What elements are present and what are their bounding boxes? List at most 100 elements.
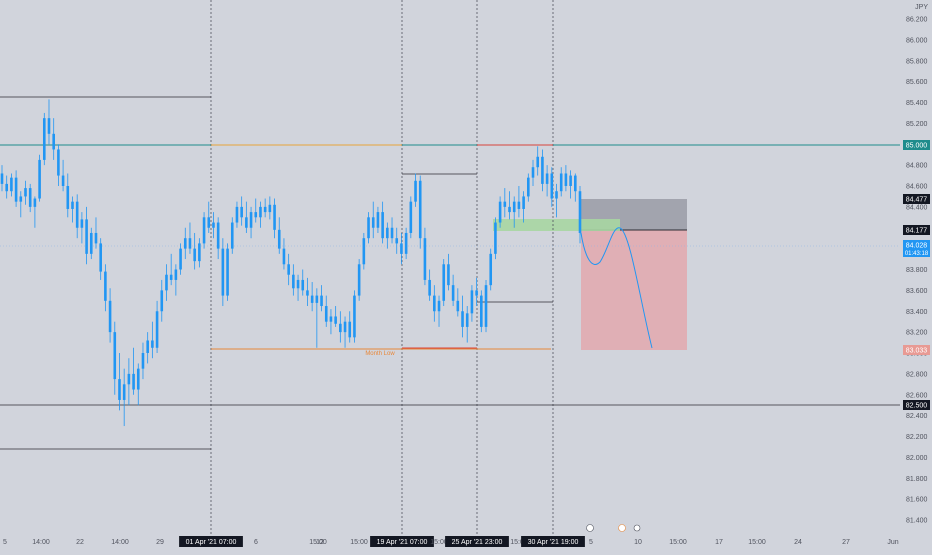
- candle-body[interactable]: [136, 368, 140, 390]
- candle-body[interactable]: [306, 290, 309, 296]
- candle-body[interactable]: [371, 217, 375, 228]
- candle-body[interactable]: [574, 175, 577, 192]
- candle-body[interactable]: [118, 379, 121, 400]
- candle-body[interactable]: [14, 177, 18, 202]
- candle-body[interactable]: [132, 373, 135, 390]
- candle-body[interactable]: [470, 290, 474, 314]
- candle-body[interactable]: [348, 321, 352, 338]
- demand-zone[interactable]: [493, 219, 620, 231]
- candle-body[interactable]: [254, 212, 258, 218]
- candle-body[interactable]: [423, 238, 427, 280]
- candle-body[interactable]: [183, 238, 187, 249]
- candle-body[interactable]: [47, 118, 51, 134]
- candle-body[interactable]: [334, 316, 337, 324]
- candle-body[interactable]: [301, 279, 305, 291]
- candle-body[interactable]: [57, 149, 60, 176]
- candle-body[interactable]: [456, 300, 460, 312]
- candle-body[interactable]: [268, 204, 272, 213]
- candle-body[interactable]: [259, 206, 262, 218]
- price-axis[interactable]: JPY 86.200 86.000 85.800 85.600 85.400 85.200…: [906, 4, 928, 525]
- candle-body[interactable]: [89, 232, 93, 254]
- candle-body[interactable]: [376, 212, 380, 228]
- candle-body[interactable]: [353, 295, 356, 338]
- candle-body[interactable]: [400, 243, 403, 254]
- candle-body[interactable]: [512, 201, 516, 213]
- candle-body[interactable]: [550, 173, 554, 199]
- candle-body[interactable]: [174, 269, 178, 280]
- candle-body[interactable]: [85, 219, 88, 254]
- candle-body[interactable]: [75, 201, 79, 228]
- candle-body[interactable]: [559, 173, 563, 192]
- candle-body[interactable]: [428, 279, 431, 296]
- candle-body[interactable]: [38, 159, 41, 199]
- candle-body[interactable]: [240, 206, 243, 218]
- candle-body[interactable]: [498, 201, 502, 223]
- candle-body[interactable]: [508, 206, 511, 213]
- candle-body[interactable]: [193, 248, 196, 262]
- candle-body[interactable]: [522, 196, 525, 209]
- candle-body[interactable]: [108, 300, 112, 333]
- candle-body[interactable]: [343, 321, 347, 333]
- candle-body[interactable]: [475, 290, 478, 296]
- candle-body[interactable]: [489, 253, 493, 286]
- candle-body[interactable]: [245, 217, 248, 228]
- candle-body[interactable]: [221, 248, 225, 296]
- candle-body[interactable]: [418, 180, 422, 239]
- candle-body[interactable]: [480, 295, 483, 327]
- candle-body[interactable]: [216, 222, 220, 249]
- candle-body[interactable]: [33, 198, 37, 207]
- candle-body[interactable]: [339, 323, 342, 333]
- candle-body[interactable]: [113, 332, 117, 380]
- candle-body[interactable]: [104, 271, 107, 301]
- candle-body[interactable]: [80, 219, 84, 228]
- candle-body[interactable]: [127, 373, 131, 385]
- candle-body[interactable]: [395, 238, 399, 244]
- candle-body[interactable]: [320, 295, 323, 307]
- candle-body[interactable]: [409, 201, 413, 233]
- candle-body[interactable]: [324, 306, 328, 322]
- candle-body[interactable]: [527, 177, 530, 197]
- target-zone[interactable]: [581, 230, 687, 350]
- candle-body[interactable]: [5, 183, 8, 192]
- candle-body[interactable]: [386, 227, 389, 239]
- candle-body[interactable]: [447, 264, 450, 286]
- candle-body[interactable]: [536, 156, 540, 168]
- candle-body[interactable]: [315, 295, 319, 303]
- candle-body[interactable]: [578, 191, 582, 233]
- candle-body[interactable]: [99, 243, 102, 272]
- candle-body[interactable]: [390, 227, 394, 239]
- event-icons[interactable]: [586, 524, 641, 532]
- candle-body[interactable]: [531, 167, 535, 178]
- candle-body[interactable]: [10, 177, 13, 192]
- candle-body[interactable]: [212, 222, 215, 228]
- candle-body[interactable]: [146, 340, 149, 353]
- candle-body[interactable]: [0, 173, 4, 184]
- candle-body[interactable]: [141, 353, 145, 369]
- candle-body[interactable]: [188, 238, 192, 249]
- candle-body[interactable]: [249, 212, 253, 228]
- candle-body[interactable]: [61, 175, 65, 186]
- candle-body[interactable]: [94, 232, 98, 244]
- candle-body[interactable]: [207, 217, 211, 228]
- candle-body[interactable]: [165, 274, 168, 291]
- candle-body[interactable]: [461, 311, 464, 327]
- candle-body[interactable]: [517, 201, 521, 209]
- candle-body[interactable]: [414, 180, 417, 202]
- candle-body[interactable]: [263, 206, 267, 213]
- candle-body[interactable]: [179, 248, 182, 270]
- candle-body[interactable]: [437, 300, 441, 312]
- candle-body[interactable]: [381, 212, 384, 239]
- candle-series[interactable]: [0, 99, 582, 427]
- candle-body[interactable]: [202, 217, 206, 244]
- candle-body[interactable]: [296, 279, 300, 289]
- candle-body[interactable]: [465, 313, 469, 327]
- candle-body[interactable]: [433, 295, 436, 312]
- candle-body[interactable]: [329, 316, 333, 322]
- candle-body[interactable]: [42, 118, 46, 160]
- candle-body[interactable]: [569, 175, 572, 186]
- candle-body[interactable]: [442, 264, 446, 301]
- candle-body[interactable]: [277, 229, 281, 249]
- candle-body[interactable]: [545, 173, 549, 184]
- candle-body[interactable]: [451, 285, 455, 301]
